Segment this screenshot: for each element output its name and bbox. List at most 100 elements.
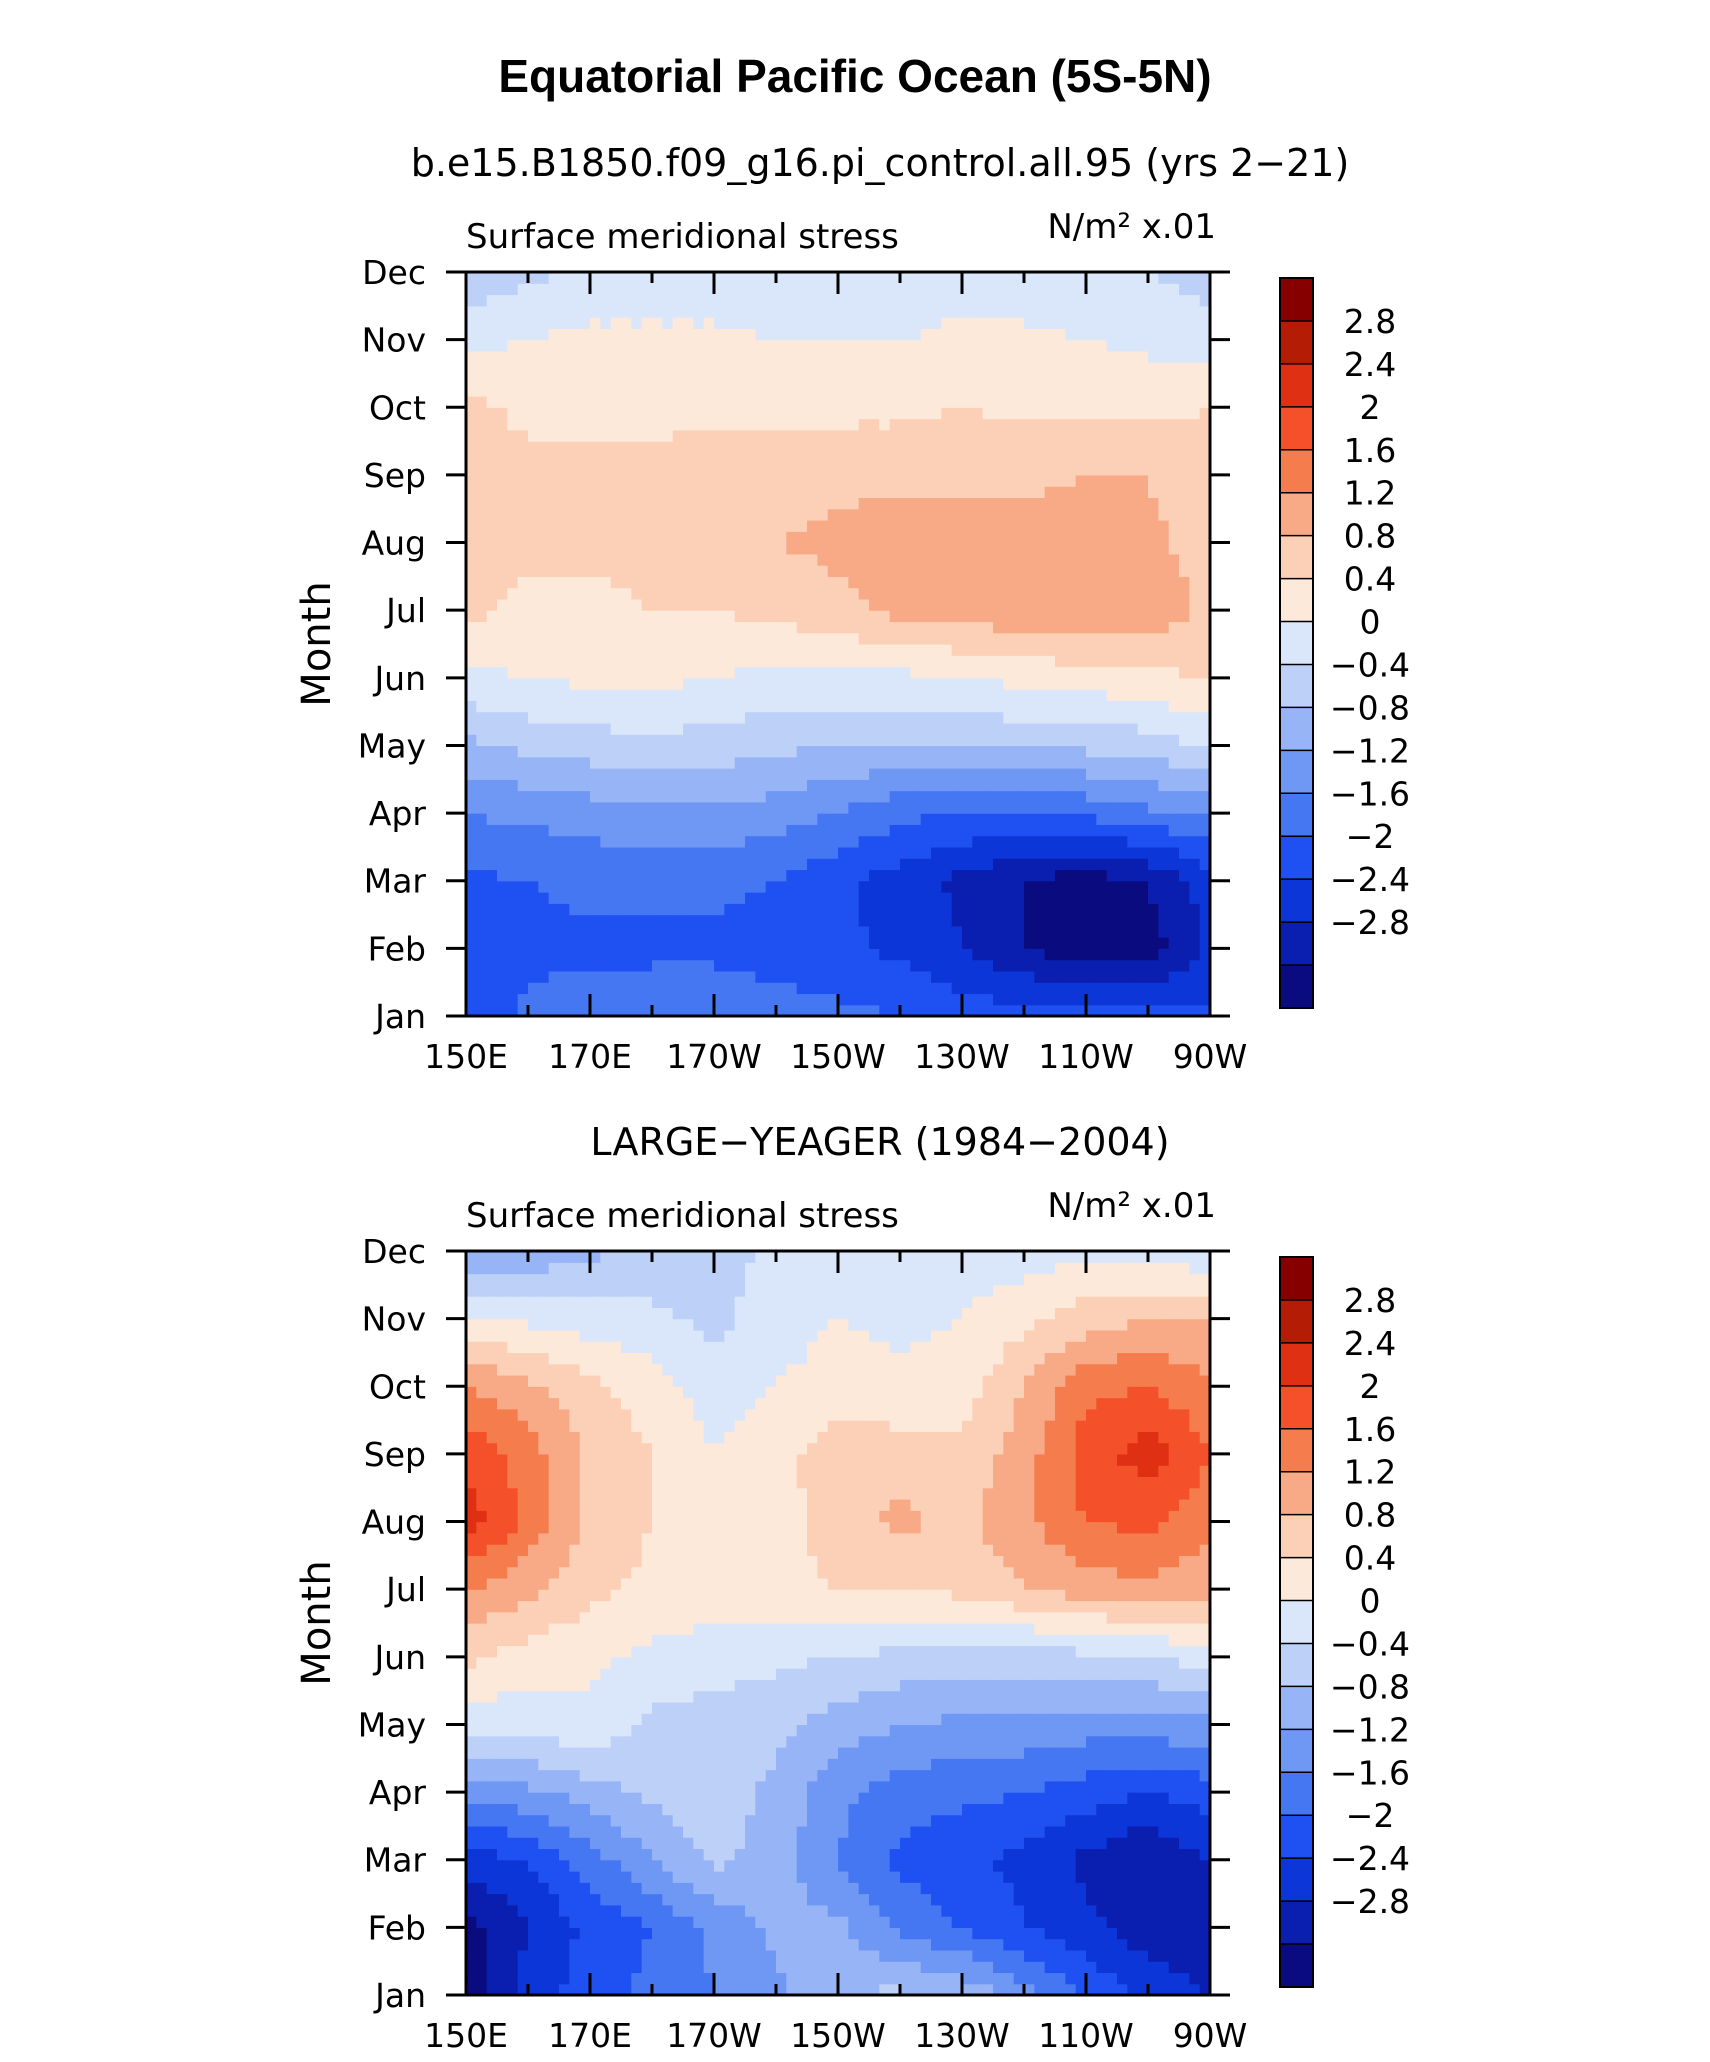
heatmap-cell [931, 452, 942, 465]
heatmap-cell [993, 666, 1004, 679]
heatmap-cell [476, 824, 488, 837]
heatmap-cell [1137, 294, 1149, 307]
heatmap-cell [1106, 621, 1118, 634]
heatmap-cell [714, 486, 725, 499]
heatmap-cell [600, 711, 612, 724]
heatmap-cell [1034, 925, 1046, 938]
heatmap-cell [621, 486, 632, 499]
heatmap-cell [858, 294, 870, 307]
heatmap-cell [910, 734, 922, 747]
heatmap-cell [559, 745, 570, 758]
heatmap-cell [931, 970, 942, 983]
heatmap-cell [569, 914, 581, 927]
heatmap-cell [941, 317, 953, 329]
heatmap-cell [672, 350, 684, 363]
heatmap-cell [1065, 542, 1077, 555]
heatmap-cell [910, 790, 922, 803]
heatmap-cell [745, 362, 756, 375]
heatmap-cell [807, 937, 818, 949]
heatmap-cell [683, 993, 694, 1006]
heatmap-cell [538, 925, 550, 938]
heatmap-cell [703, 689, 715, 701]
heatmap-cell [1189, 328, 1201, 341]
heatmap-cell [962, 1004, 973, 1016]
heatmap-cell [476, 317, 488, 329]
heatmap-cell [755, 644, 767, 656]
heatmap-cell [538, 869, 550, 882]
heatmap-cell [910, 869, 922, 882]
y-tick-label: Dec [362, 253, 426, 292]
heatmap-cell [869, 722, 880, 735]
heatmap-cell [827, 779, 839, 792]
heatmap-cell [590, 892, 601, 904]
heatmap-cell [951, 362, 963, 375]
heatmap-cell [652, 407, 663, 420]
heatmap-cell [910, 801, 922, 814]
heatmap-cell [931, 993, 942, 1006]
heatmap-cell [652, 1972, 663, 1985]
heatmap-cell [1075, 283, 1087, 296]
heatmap-cell [776, 925, 787, 938]
heatmap-cell [1127, 993, 1139, 1006]
heatmap-cell [486, 373, 498, 386]
heatmap-cell [559, 644, 570, 656]
heatmap-cell [951, 373, 963, 386]
heatmap-cell [982, 576, 994, 589]
heatmap-cell [559, 993, 570, 1006]
heatmap-cell [621, 384, 632, 397]
heatmap-cell [1148, 925, 1159, 938]
heatmap-cell [703, 756, 715, 769]
heatmap-cell [776, 689, 787, 701]
heatmap-cell [641, 666, 653, 679]
heatmap-cell [662, 756, 674, 769]
heatmap-cell [528, 982, 539, 995]
heatmap-cell [920, 373, 932, 386]
heatmap-cell [517, 283, 529, 296]
heatmap-cell [827, 362, 839, 375]
heatmap-cell [920, 384, 932, 397]
x-tick-label: 170W [666, 1037, 762, 1076]
heatmap-cell [827, 1004, 839, 1016]
heatmap-cell [631, 982, 643, 995]
heatmap-cell [962, 970, 973, 983]
heatmap-cell [951, 542, 963, 555]
heatmap-cell [714, 677, 725, 690]
heatmap-cell [796, 317, 808, 329]
heatmap-cell [745, 621, 756, 634]
heatmap-cell [941, 294, 953, 307]
heatmap-cell [838, 598, 849, 611]
heatmap-cell [765, 745, 777, 758]
heatmap-cell [796, 914, 808, 927]
heatmap-cell [1199, 598, 1210, 611]
colorbar-label: 2 [1360, 388, 1381, 427]
heatmap-cell [683, 734, 694, 747]
heatmap-cell [1179, 813, 1190, 825]
heatmap-cell [972, 305, 984, 318]
heatmap-cell [517, 779, 529, 792]
colorbar-box [1280, 406, 1313, 451]
heatmap-cell [838, 396, 849, 408]
heatmap-cell [1117, 407, 1128, 420]
heatmap-cell [951, 339, 963, 352]
heatmap-cell [486, 892, 498, 904]
heatmap-cell [1065, 813, 1077, 825]
heatmap-cell [590, 576, 601, 589]
heatmap-cell [910, 1983, 922, 1995]
heatmap-cell [528, 610, 539, 623]
heatmap-cell [538, 914, 550, 927]
heatmap-cell [1106, 294, 1118, 307]
heatmap-cell [559, 914, 570, 927]
heatmap-cell [817, 283, 829, 296]
heatmap-cell [931, 880, 942, 893]
heatmap-cell [941, 903, 953, 916]
heatmap-cell [538, 768, 550, 780]
heatmap-cell [1127, 362, 1139, 375]
heatmap-cell [827, 565, 839, 577]
heatmap-cell [962, 993, 973, 1006]
heatmap-cell [600, 970, 612, 983]
heatmap-cell [982, 1004, 994, 1016]
heatmap-cell [517, 384, 529, 397]
heatmap-cell [1189, 880, 1201, 893]
heatmap-cell [1044, 711, 1056, 724]
heatmap-cell [838, 937, 849, 949]
